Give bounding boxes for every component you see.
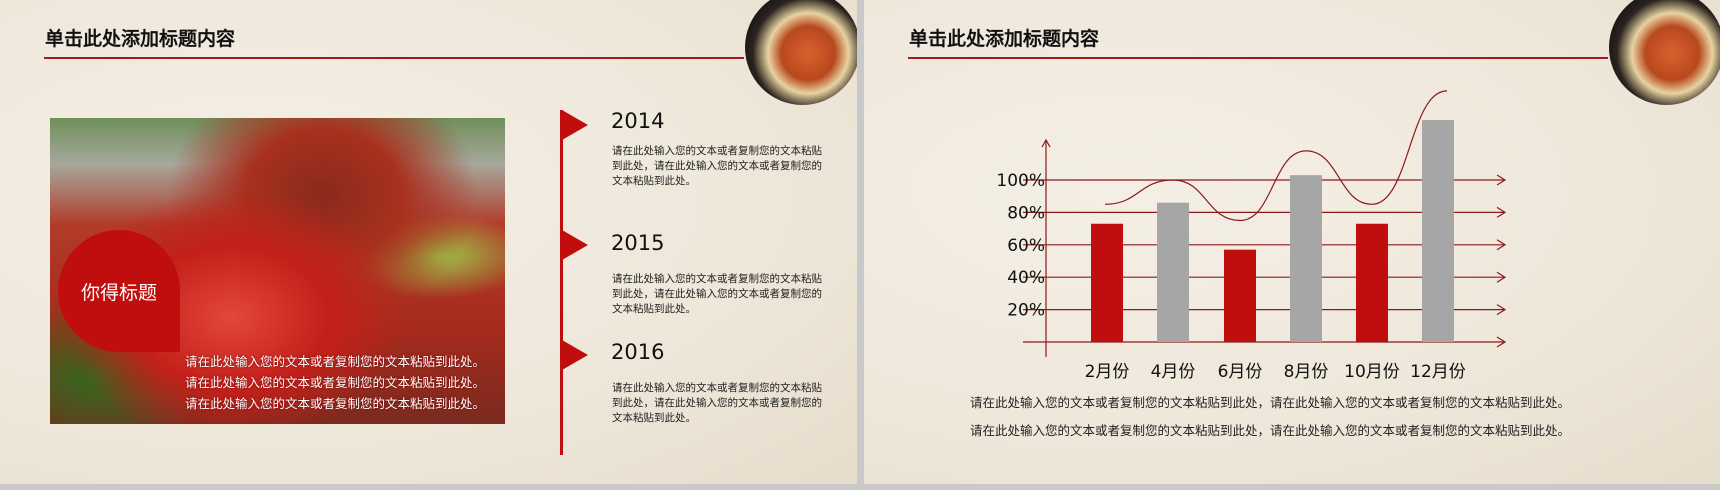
timeline-text[interactable]: 请在此处输入您的文本或者复制您的文本粘贴到此处，请在此处输入您的文本或者复制您的…	[612, 273, 822, 315]
slide-1[interactable]: 单击此处添加标题内容 你得标题 请在此处输入您的文本或者复制您的文本粘贴到此处。…	[0, 0, 857, 484]
timeline-text[interactable]: 请在此处输入您的文本或者复制您的文本粘贴到此处，请在此处输入您的文本或者复制您的…	[612, 145, 822, 187]
x-tick-label: 6月份	[1218, 362, 1263, 382]
crab-dish-decoration	[1609, 0, 1720, 105]
x-tick-label: 12月份	[1410, 362, 1466, 382]
bar	[1290, 175, 1322, 342]
flag-icon	[562, 340, 588, 370]
body-text[interactable]: 请在此处输入您的文本或者复制您的文本粘贴到此处，请在此处输入您的文本或者复制您的…	[970, 395, 1571, 410]
title-divider	[44, 57, 744, 59]
timeline-year[interactable]: 2015	[611, 231, 665, 255]
x-tick-label: 4月份	[1151, 362, 1196, 382]
arrow-icon	[1496, 174, 1507, 186]
slide-title[interactable]: 单击此处添加标题内容	[909, 28, 1100, 50]
caption-line: 请在此处输入您的文本或者复制您的文本粘贴到此处。	[185, 396, 486, 411]
crab-dish-decoration	[745, 0, 857, 105]
flag-icon	[562, 230, 588, 260]
bar	[1422, 120, 1454, 342]
bar	[1356, 223, 1388, 342]
arrow-icon	[1496, 239, 1507, 251]
arrow-icon	[1496, 206, 1507, 218]
arrow-icon	[1041, 138, 1051, 148]
photo-caption[interactable]: 请在此处输入您的文本或者复制您的文本粘贴到此处。 请在此处输入您的文本或者复制您…	[185, 351, 485, 414]
bar	[1224, 249, 1256, 342]
caption-line: 请在此处输入您的文本或者复制您的文本粘贴到此处。	[185, 354, 486, 369]
bubble-title: 你得标题	[80, 281, 157, 304]
arrow-icon	[1496, 271, 1507, 283]
bar	[1157, 202, 1189, 342]
caption-line: 请在此处输入您的文本或者复制您的文本粘贴到此处。	[185, 375, 486, 390]
x-tick-label: 2月份	[1085, 362, 1130, 382]
arrow-icon	[1496, 336, 1507, 348]
bar-chart[interactable]: 20% 40% 60% 80% 100% 2月份 4月份 6月份 8月份 10月份 12月份	[864, 0, 1720, 484]
title-bubble[interactable]: 你得标题	[58, 230, 180, 352]
timeline-year[interactable]: 2014	[611, 109, 665, 133]
timeline-year[interactable]: 2016	[611, 340, 665, 364]
y-tick-label: 20%	[1007, 301, 1045, 321]
x-tick-label: 8月份	[1284, 362, 1329, 382]
y-tick-label: 60%	[1007, 236, 1045, 256]
slide-2[interactable]: 单击此处添加标题内容 20% 40% 60% 80% 100% 2月份 4月份 6月份 8月份 1…	[864, 0, 1720, 484]
y-tick-label: 80%	[1007, 203, 1045, 223]
slide-title[interactable]: 单击此处添加标题内容	[45, 28, 236, 50]
y-tick-label: 100%	[996, 171, 1045, 191]
flag-icon	[562, 110, 588, 140]
body-text[interactable]: 请在此处输入您的文本或者复制您的文本粘贴到此处，请在此处输入您的文本或者复制您的…	[970, 423, 1571, 438]
timeline-line	[560, 110, 563, 455]
arrow-icon	[1496, 304, 1507, 316]
y-tick-label: 40%	[1007, 268, 1045, 288]
bar	[1091, 223, 1123, 342]
title-divider	[908, 57, 1608, 59]
timeline-text[interactable]: 请在此处输入您的文本或者复制您的文本粘贴到此处，请在此处输入您的文本或者复制您的…	[612, 382, 822, 424]
trend-line	[1104, 90, 1448, 222]
x-tick-label: 10月份	[1344, 362, 1400, 382]
